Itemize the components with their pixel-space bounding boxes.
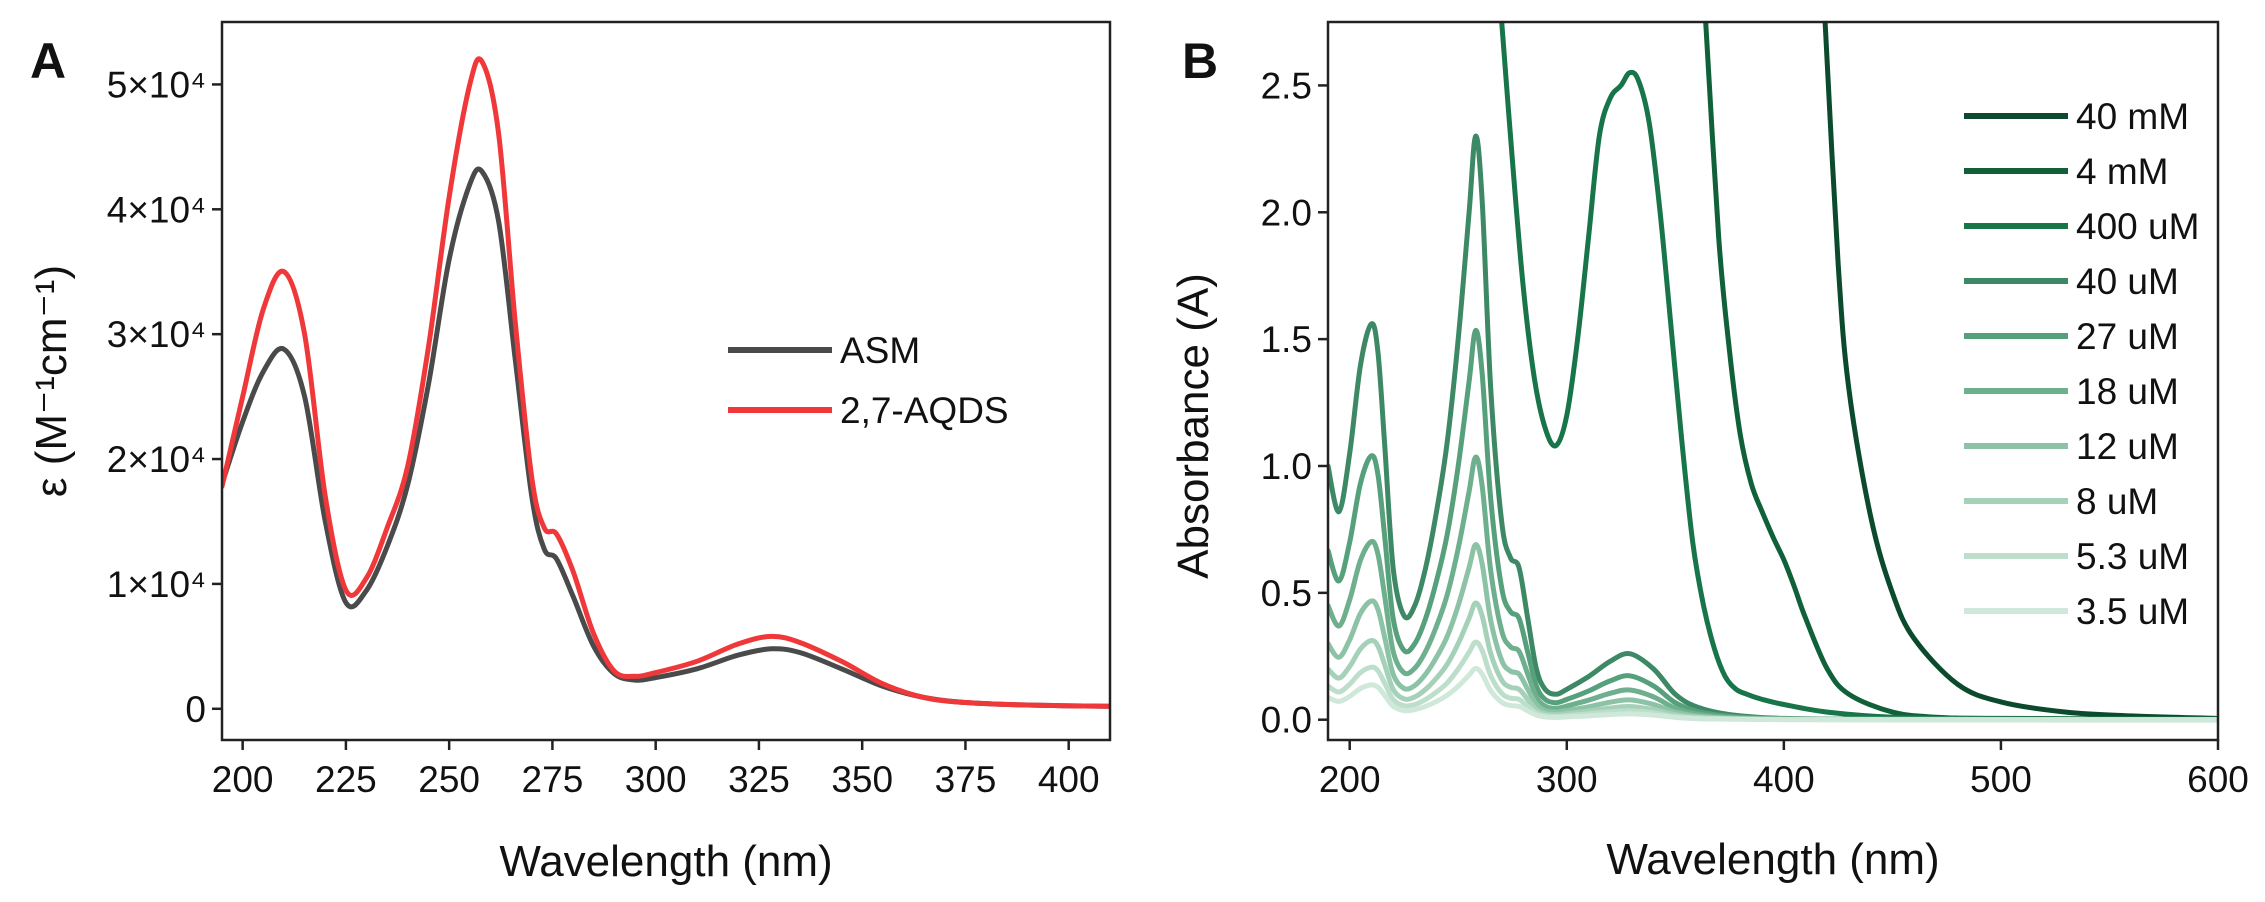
- panel-a-x-tick-label: 350: [831, 759, 893, 800]
- panel-b-x-tick-label: 300: [1536, 759, 1598, 800]
- legend-label-8-um: 8 uM: [2076, 481, 2158, 522]
- panel-a-ticks: 200 225 250 275 300 325 350 375 400 0 1×10⁴ 2×10⁴ 3×…: [107, 64, 1100, 800]
- legend-label-40-mm: 40 mM: [2076, 96, 2189, 137]
- panel-a-curves: [222, 56, 1110, 709]
- panel-b-y-tick-label: 1.5: [1261, 319, 1312, 360]
- panel-letter-b: B: [1182, 33, 1218, 89]
- legend-label-400-um: 400 uM: [2076, 206, 2199, 247]
- series-3-5-um-line: [1328, 666, 2218, 723]
- panel-a-x-tick-label: 375: [935, 759, 997, 800]
- panel-a-y-axis-title: ε (M⁻¹cm⁻¹): [27, 265, 76, 497]
- series-40-mm-line: [1822, 22, 2218, 721]
- panel-b-plot-frame: [1326, 20, 2220, 742]
- panel-b-curves: [1328, 22, 2218, 723]
- panel-a-x-tick-label: 275: [522, 759, 584, 800]
- legend-label-4-mm: 4 mM: [2076, 151, 2169, 192]
- panel-b-y-tick-label: 2.5: [1261, 65, 1312, 106]
- panel-a-y-tick-label: 1×10⁴: [107, 564, 206, 605]
- panel-b-y-tick-label: 0.5: [1261, 573, 1312, 614]
- panel-a-x-tick-label: 325: [728, 759, 790, 800]
- legend-label-asm: ASM: [840, 330, 920, 371]
- panel-a-legend: ASM 2,7-AQDS: [728, 330, 1009, 431]
- legend-label-5-3-um: 5.3 uM: [2076, 536, 2189, 577]
- panel-b-x-tick-label: 600: [2187, 759, 2249, 800]
- panel-b-y-tick-label: 2.0: [1261, 192, 1312, 233]
- panel-a-plot-frame: [220, 20, 1112, 742]
- panel-b-y-axis-title: Absorbance (A): [1169, 273, 1218, 579]
- panel-b-y-tick-label: 0.0: [1261, 700, 1312, 741]
- panel-b-ticks: 200 300 400 500 600 0.0 0.5 1.0 1.5 2.0 2.5: [1261, 65, 2249, 800]
- panel-a-y-tick-label: 0: [185, 689, 206, 730]
- panel-a-y-tick-label: 5×10⁴: [107, 64, 206, 105]
- legend-label-18-um: 18 uM: [2076, 371, 2179, 412]
- panel-a-x-tick-label: 250: [418, 759, 480, 800]
- series-asm-line: [222, 166, 1110, 709]
- series-2-7-aqds-line: [222, 56, 1110, 709]
- panel-b-x-axis-title: Wavelength (nm): [1606, 835, 1939, 884]
- legend-label-2-7-aqds: 2,7-AQDS: [840, 390, 1009, 431]
- panel-a-x-tick-label: 225: [315, 759, 377, 800]
- legend-label-27-um: 27 uM: [2076, 316, 2179, 357]
- legend-label-40-um: 40 uM: [2076, 261, 2179, 302]
- panel-b: B 200 300 400 500 600 0.0 0.5 1.0 1.5 2.0 2.5 Wave…: [1169, 20, 2249, 884]
- panel-b-x-tick-label: 400: [1753, 759, 1815, 800]
- panel-a-x-tick-label: 300: [625, 759, 687, 800]
- legend-label-12-um: 12 uM: [2076, 426, 2179, 467]
- panel-a-y-tick-label: 2×10⁴: [107, 439, 206, 480]
- panel-b-legend: 40 mM 4 mM 400 uM 40 uM 27 uM 18 uM 12 uM 8 uM 5…: [1964, 96, 2199, 632]
- series-27-um-line: [1328, 327, 2218, 722]
- panel-b-x-tick-label: 200: [1319, 759, 1381, 800]
- panel-a-x-tick-label: 200: [212, 759, 274, 800]
- panel-a-y-tick-label: 3×10⁴: [107, 314, 206, 355]
- panel-b-y-tick-label: 1.0: [1261, 446, 1312, 487]
- panel-a-x-axis-title: Wavelength (nm): [499, 837, 832, 886]
- series-40-um-line: [1328, 133, 2218, 722]
- panel-a-x-tick-label: 400: [1038, 759, 1100, 800]
- panel-letter-a: A: [30, 33, 66, 89]
- panel-a-y-tick-label: 4×10⁴: [107, 189, 206, 230]
- legend-label-3-5-um: 3.5 uM: [2076, 591, 2189, 632]
- series-18-um-line: [1328, 454, 2218, 723]
- panel-b-x-tick-label: 500: [1970, 759, 2032, 800]
- panel-a: A 200 225 250 275 300 325 350 375 400 0 1×10⁴ 2×10⁴…: [27, 20, 1112, 886]
- series-400-um-line: [1499, 22, 2218, 722]
